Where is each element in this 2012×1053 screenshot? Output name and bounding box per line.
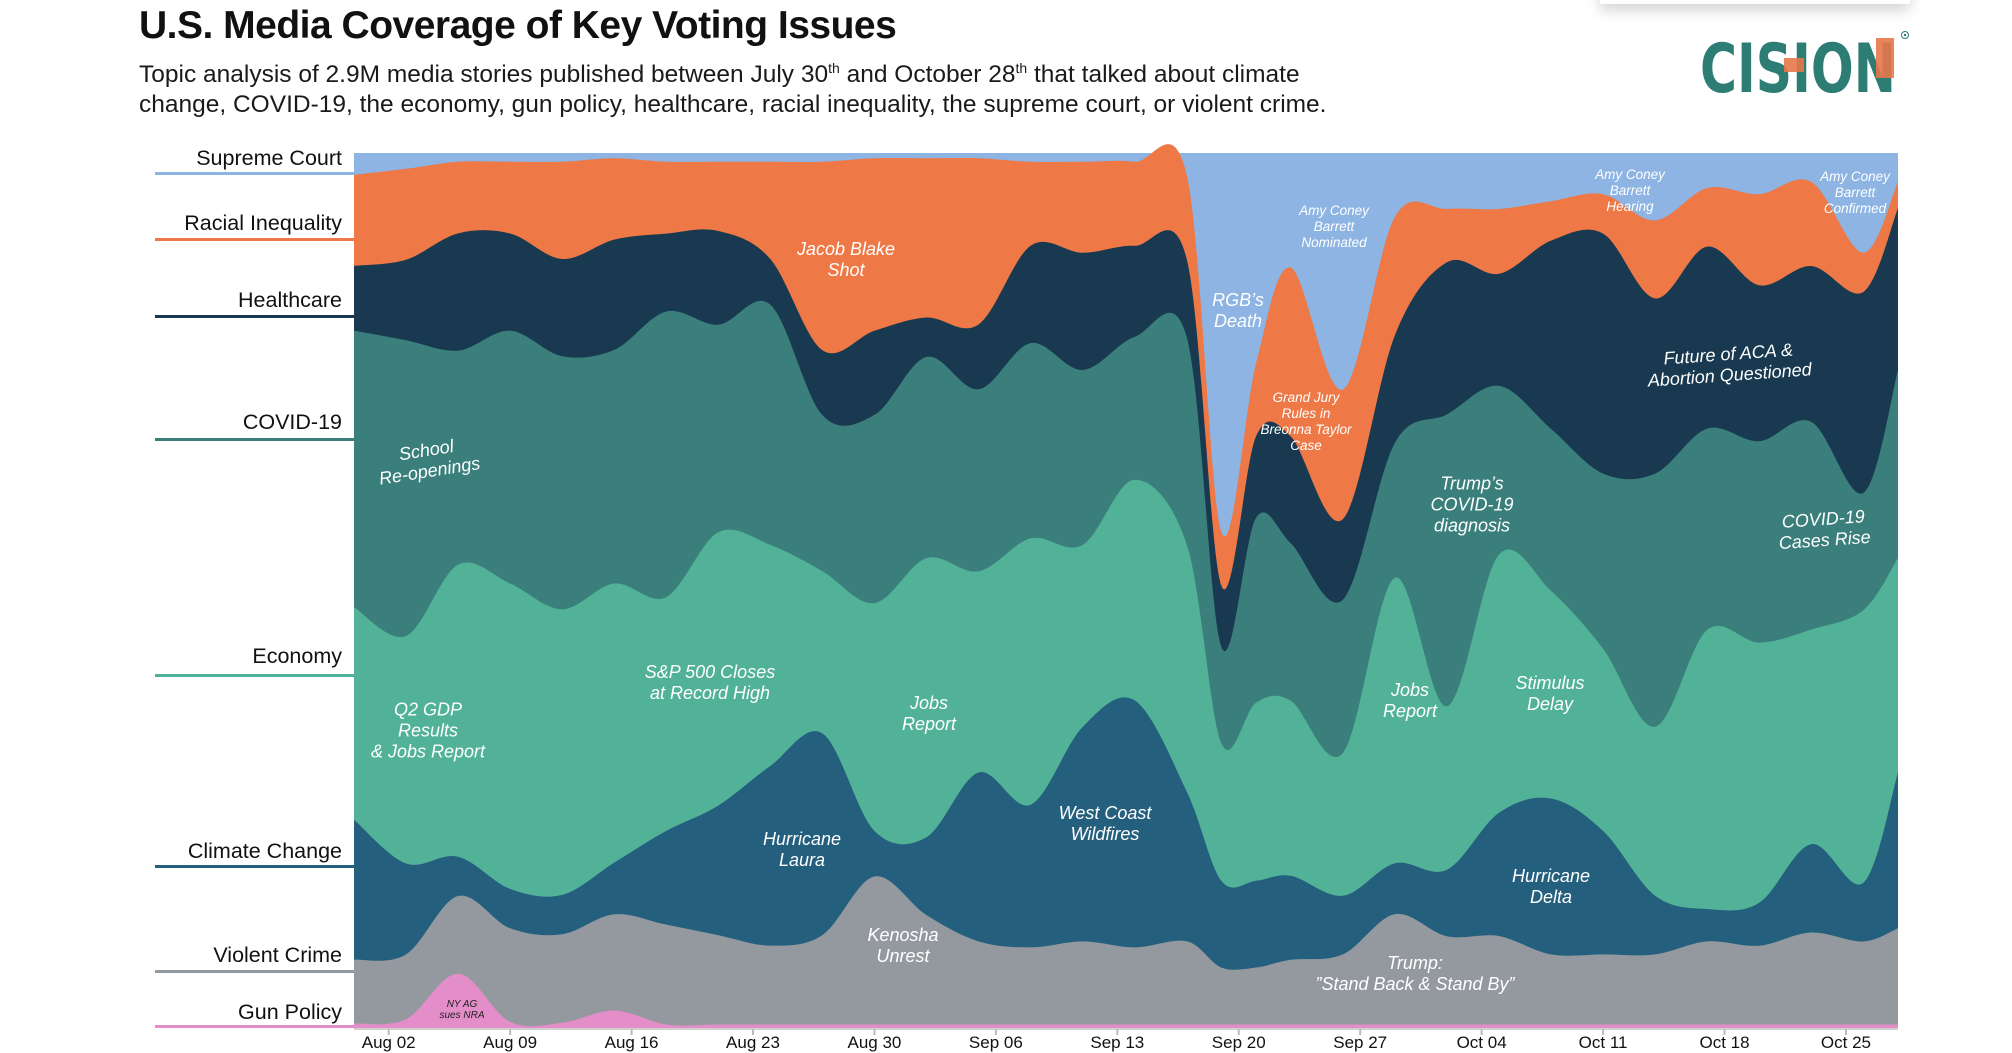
- label-healthcare: Healthcare: [238, 288, 342, 312]
- top-shadow-decoration: [1600, 0, 1910, 4]
- x-tick-label: Oct 04: [1456, 1033, 1507, 1052]
- registered-mark-dot: [1903, 33, 1907, 37]
- subtitle-text: and October 28: [839, 61, 1016, 88]
- x-tick-label: Oct 18: [1699, 1033, 1750, 1052]
- label-line-climate-change: [155, 865, 354, 868]
- subtitle-text: Topic analysis of 2.9M media stories pub…: [139, 61, 829, 88]
- label-line-healthcare: [155, 315, 354, 318]
- x-tick-label: Sep 27: [1333, 1033, 1388, 1052]
- x-tick-label: Oct 11: [1578, 1033, 1628, 1052]
- cision-logo: CISION: [1700, 30, 1909, 100]
- label-supreme-court: Supreme Court: [196, 146, 342, 170]
- label-line-gun-policy: [155, 1025, 354, 1028]
- label-line-supreme-court: [155, 172, 354, 175]
- subtitle-sup: th: [828, 60, 840, 76]
- page-title: U.S. Media Coverage of Key Voting Issues: [139, 4, 897, 47]
- area-violent-crime: [354, 876, 1898, 1028]
- logo-accent: [1876, 38, 1894, 78]
- label-racial-inequality: Racial Inequality: [184, 211, 342, 235]
- x-tick-label: Aug 30: [847, 1033, 902, 1052]
- x-tick-label: Aug 23: [726, 1033, 780, 1052]
- label-line-violent-crime: [155, 970, 354, 973]
- label-line-economy: [155, 674, 354, 677]
- x-tick-label: Aug 16: [604, 1033, 659, 1052]
- label-economy: Economy: [252, 644, 342, 668]
- area-gun-policy: [354, 973, 1898, 1028]
- label-covid-19: COVID-19: [242, 410, 342, 434]
- x-tick-label: Sep 20: [1211, 1033, 1266, 1052]
- page-subtitle: Topic analysis of 2.9M media stories pub…: [139, 60, 1326, 120]
- x-tick-label: Oct 25: [1820, 1033, 1871, 1052]
- label-line-covid-19: [155, 438, 354, 441]
- x-tick-label: Sep 13: [1090, 1033, 1145, 1052]
- registered-mark-icon: [1901, 31, 1909, 39]
- subtitle-text: that talked about climate: [1027, 61, 1300, 88]
- label-line-racial-inequality: [155, 238, 354, 241]
- subtitle-sup: th: [1015, 60, 1028, 76]
- label-violent-crime: Violent Crime: [213, 943, 342, 967]
- logo-accent: [1784, 58, 1804, 72]
- label-gun-policy: Gun Policy: [238, 1000, 342, 1024]
- subtitle-text: change, COVID-19, the economy, gun polic…: [139, 91, 1327, 118]
- x-tick-label: Aug 09: [483, 1033, 538, 1052]
- label-climate-change: Climate Change: [187, 839, 342, 863]
- x-tick-label: Aug 02: [361, 1033, 416, 1052]
- x-tick-label: Sep 06: [968, 1033, 1023, 1052]
